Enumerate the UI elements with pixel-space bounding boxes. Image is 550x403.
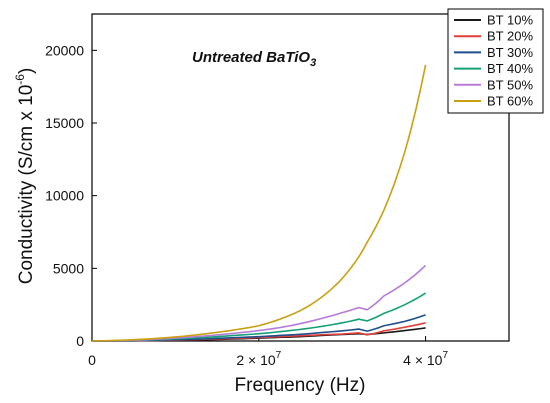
legend-label: BT 50% [487, 77, 533, 92]
y-tick-label: 0 [76, 333, 84, 349]
x-tick-label: 2 × 107 [236, 350, 281, 368]
legend-label: BT 60% [487, 94, 533, 109]
x-tick-label: 4 × 107 [403, 350, 448, 368]
series-line-5 [91, 264, 427, 342]
x-axis-title: Frequency (Hz) [235, 375, 366, 396]
chart-annotation: Untreated BaTiO3 [192, 49, 316, 69]
legend-label: BT 40% [487, 61, 533, 76]
plot-frame [91, 13, 510, 342]
legend-label: BT 10% [487, 13, 533, 28]
y-axis: 0 5000 10000 15000 20000 [45, 42, 97, 349]
legend: BT 10%BT 20%BT 30%BT 40%BT 50% BT 60% [447, 8, 544, 114]
y-tick-label: 20000 [45, 42, 84, 58]
legend-label: BT 30% [487, 45, 533, 60]
y-tick-label: 15000 [45, 115, 84, 131]
series-line-3 [91, 314, 426, 342]
y-axis-title: Conductivity (S/cm x 10-6) [13, 68, 37, 285]
legend-label: BT 20% [487, 29, 533, 44]
y-tick-label: 10000 [45, 188, 84, 204]
legend-box [447, 8, 544, 114]
series-lines [91, 64, 427, 342]
x-tick-label: 0 [88, 352, 96, 368]
series-line-6 [91, 64, 427, 342]
x-axis: 0 2 × 107 4 × 107 [88, 336, 448, 368]
y-tick-label: 5000 [53, 260, 84, 276]
